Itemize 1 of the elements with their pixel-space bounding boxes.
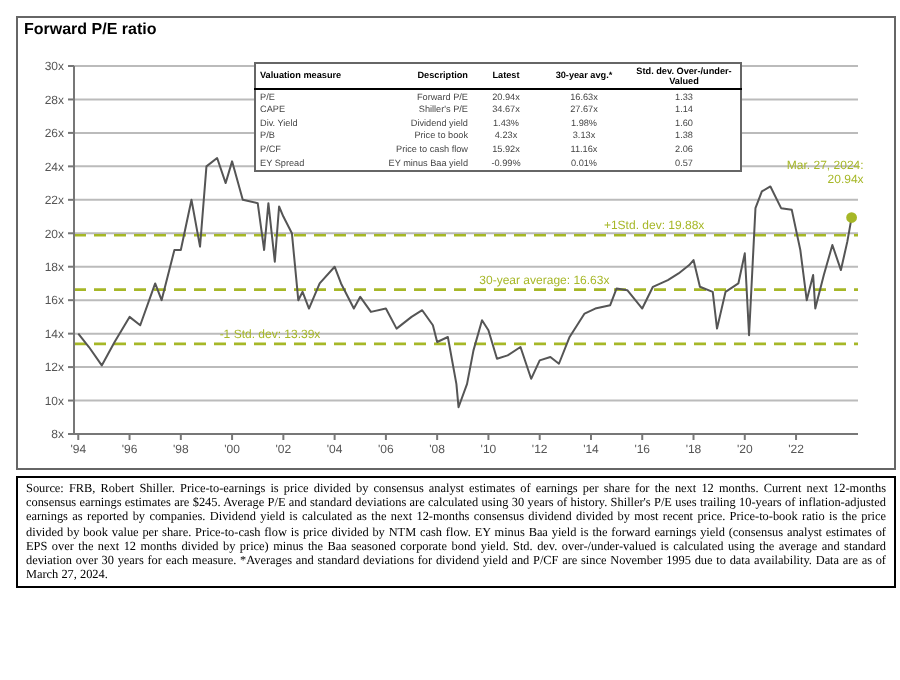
- chart-title: Forward P/E ratio: [22, 18, 159, 42]
